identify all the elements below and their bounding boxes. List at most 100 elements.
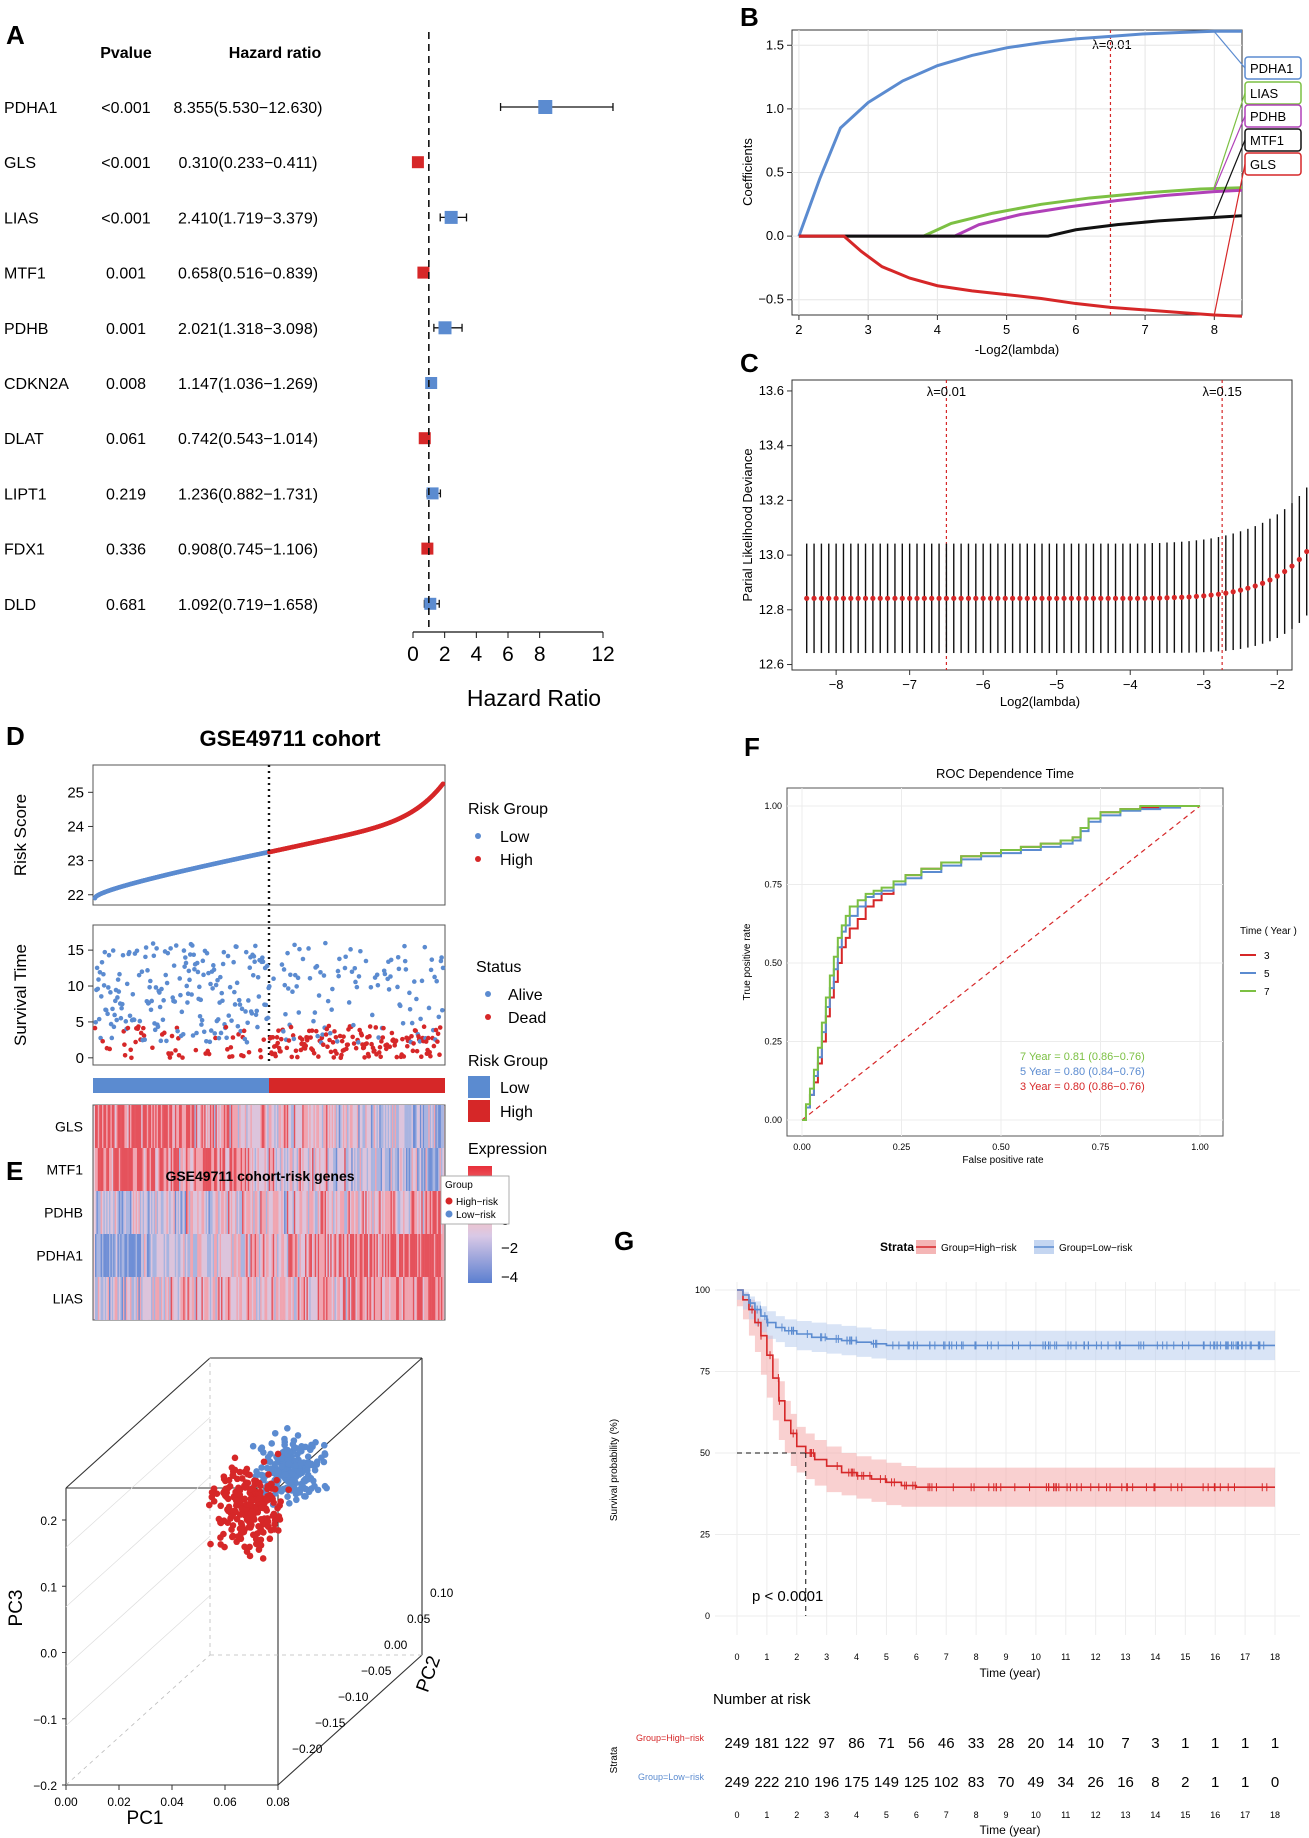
heatmap-cell <box>261 1105 264 1148</box>
survival-point <box>221 949 227 955</box>
heatmap-cell <box>442 1234 444 1277</box>
heatmap-cell <box>121 1148 124 1191</box>
heatmap-cell <box>212 1191 215 1234</box>
heatmap-cell <box>390 1277 393 1320</box>
survival-point <box>253 943 258 949</box>
heatmap-cell <box>426 1277 429 1320</box>
survival-point <box>303 1043 309 1049</box>
heatmap-cell <box>209 1277 212 1320</box>
heatmap-cell <box>219 1148 222 1191</box>
heatmap-cell <box>278 1148 281 1191</box>
forest-point <box>538 100 553 114</box>
heatmap-cell <box>436 1277 439 1320</box>
pca-point-high-risk <box>237 1519 245 1527</box>
heatmap-cell <box>251 1191 254 1234</box>
risk-table-x-tick-label: 17 <box>1240 1810 1250 1820</box>
heatmap-cell <box>342 1105 345 1148</box>
forest-gene-label: PDHA1 <box>4 100 57 117</box>
heatmap-cell <box>120 1191 122 1234</box>
heatmap-cell <box>232 1234 234 1277</box>
survival-point <box>113 998 118 1004</box>
heatmap-cell <box>299 1148 302 1191</box>
survival-point <box>197 1013 203 1019</box>
risk-table-low-count: 1 <box>1241 1774 1249 1791</box>
survival-point <box>313 1028 319 1034</box>
heatmap-cell <box>438 1234 440 1277</box>
roc-y-tick-label: 0.25 <box>764 1037 782 1047</box>
heatmap-cell <box>169 1105 171 1148</box>
heatmap-cell <box>377 1191 380 1234</box>
heatmap-cell <box>324 1191 327 1234</box>
heatmap-cell <box>376 1148 379 1191</box>
survival-point <box>208 1028 214 1033</box>
heatmap-cell <box>117 1191 120 1234</box>
heatmap-cell <box>300 1234 303 1277</box>
survival-point <box>241 1028 247 1034</box>
pca-point-high-risk <box>275 1513 283 1520</box>
heatmap-cell <box>219 1234 222 1277</box>
heatmap-cell <box>289 1277 292 1320</box>
survival-point <box>353 979 358 985</box>
heatmap-cell <box>359 1105 362 1148</box>
heatmap-cell <box>366 1191 369 1234</box>
survival-point <box>127 949 132 955</box>
heatmap-cell <box>160 1234 163 1277</box>
heatmap-cell <box>229 1234 232 1277</box>
pca-point-low-risk <box>284 1493 291 1500</box>
heatmap-cell <box>370 1105 373 1148</box>
heatmap-cell <box>312 1277 314 1320</box>
heatmap-cell <box>387 1105 390 1148</box>
pca-point-low-risk <box>292 1462 300 1469</box>
heatmap-cell <box>418 1234 421 1277</box>
heatmap-cell <box>279 1148 282 1191</box>
heatmap-cell <box>376 1191 379 1234</box>
heatmap-cell <box>429 1105 432 1148</box>
km-y-tick-label: 100 <box>695 1285 710 1295</box>
heatmap-cell <box>317 1277 320 1320</box>
heatmap-cell <box>431 1105 433 1148</box>
heatmap-cell <box>208 1234 211 1277</box>
heatmap-cell <box>155 1148 157 1191</box>
heatmap-cell <box>148 1191 150 1234</box>
heatmap-cell <box>403 1234 405 1277</box>
heatmap-cell <box>284 1148 286 1191</box>
survival-point <box>237 1002 243 1007</box>
heatmap-cell <box>408 1191 411 1234</box>
heatmap-cell <box>408 1234 411 1277</box>
roc-diagonal <box>801 805 1201 1121</box>
heatmap-cell <box>295 1105 297 1148</box>
heatmap-cell <box>260 1191 262 1234</box>
heatmap-cell <box>135 1234 138 1277</box>
heatmap-cell <box>169 1277 171 1320</box>
heatmap-cell <box>347 1191 349 1234</box>
survival-point <box>238 1028 243 1034</box>
heatmap-cell <box>309 1148 311 1191</box>
heatmap-cell <box>351 1191 353 1234</box>
heatmap-cell <box>163 1148 166 1191</box>
survival-point <box>375 982 381 988</box>
heatmap-cell <box>275 1191 278 1234</box>
heatmap-cell <box>246 1191 248 1234</box>
heatmap-cell <box>219 1105 222 1148</box>
heatmap-cell <box>207 1148 209 1191</box>
survival-point <box>407 990 412 996</box>
heatmap-cell <box>365 1191 367 1234</box>
survival-point <box>230 1035 236 1040</box>
risk-score-point <box>440 781 446 787</box>
forest-point <box>438 321 452 335</box>
heatmap-cell <box>400 1148 402 1191</box>
cv-mean-point <box>907 595 913 601</box>
heatmap-cell <box>352 1277 355 1320</box>
heatmap-cell <box>286 1277 289 1320</box>
survival-point <box>440 965 446 971</box>
heatmap-cell <box>225 1234 227 1277</box>
heatmap-cell <box>172 1191 174 1234</box>
pca-point-low-risk <box>268 1465 275 1473</box>
heatmap-cell <box>237 1234 240 1277</box>
forest-gene-label: LIAS <box>4 210 39 227</box>
forest-pvalue: 0.001 <box>106 266 146 283</box>
heatmap-cell <box>313 1191 316 1234</box>
heatmap-cell <box>282 1148 285 1191</box>
heatmap-cell <box>300 1277 303 1320</box>
heatmap-cell <box>246 1148 248 1191</box>
